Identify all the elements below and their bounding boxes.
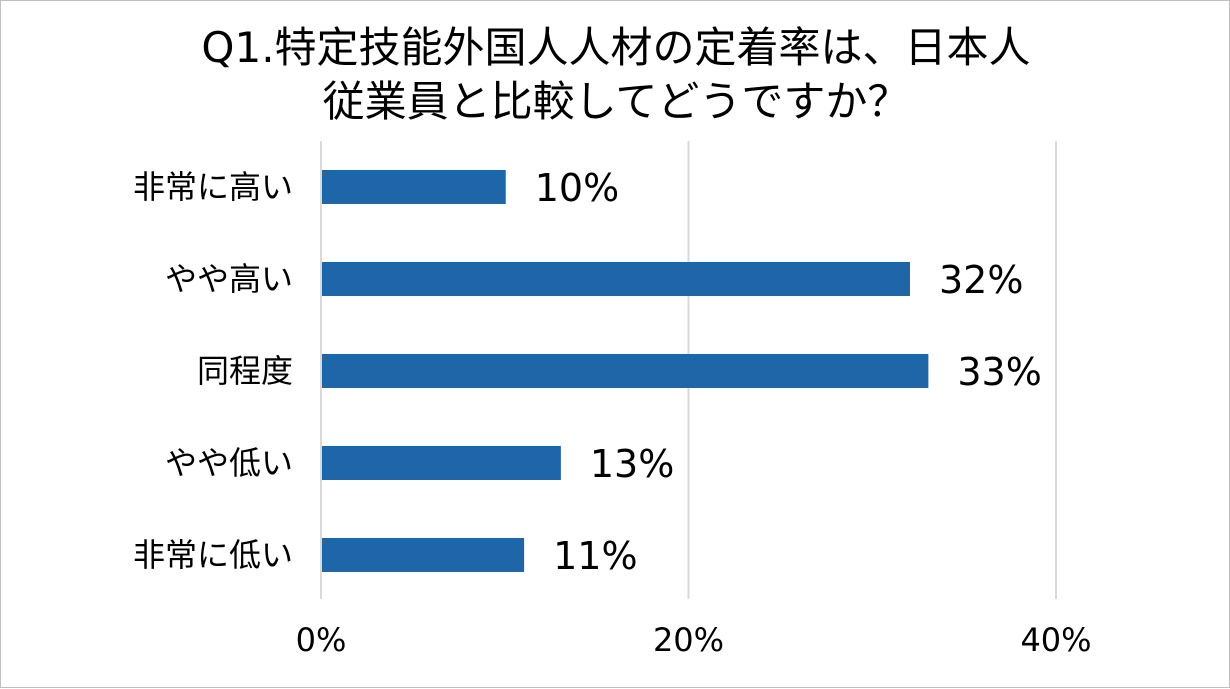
data-label: 33% (957, 350, 1041, 394)
bar (322, 354, 929, 388)
bar (322, 446, 561, 480)
category-label: やや低い (165, 444, 293, 482)
x-tick-label: 20% (653, 621, 724, 659)
category-label: 非常に高い (133, 168, 293, 206)
category-label: 非常に低い (133, 536, 293, 574)
x-tick-label: 0% (296, 621, 347, 659)
bar (322, 170, 506, 204)
chart-title: Q1.特定技能外国人人材の定着率は、日本人 従業員と比較してどうですか？ (1, 21, 1230, 129)
category-label: やや高い (165, 260, 293, 298)
data-label: 10% (535, 166, 619, 210)
bar (322, 538, 525, 572)
chart-title-line-1: Q1.特定技能外国人人材の定着率は、日本人 (201, 23, 1031, 72)
data-label: 13% (590, 442, 674, 486)
bar (322, 262, 910, 296)
chart-title-line-2: 従業員と比較してどうですか？ (322, 77, 910, 126)
x-tick-label: 40% (1020, 621, 1091, 659)
category-label: 同程度 (197, 352, 293, 390)
data-label: 11% (553, 534, 637, 578)
data-label: 32% (939, 258, 1023, 302)
